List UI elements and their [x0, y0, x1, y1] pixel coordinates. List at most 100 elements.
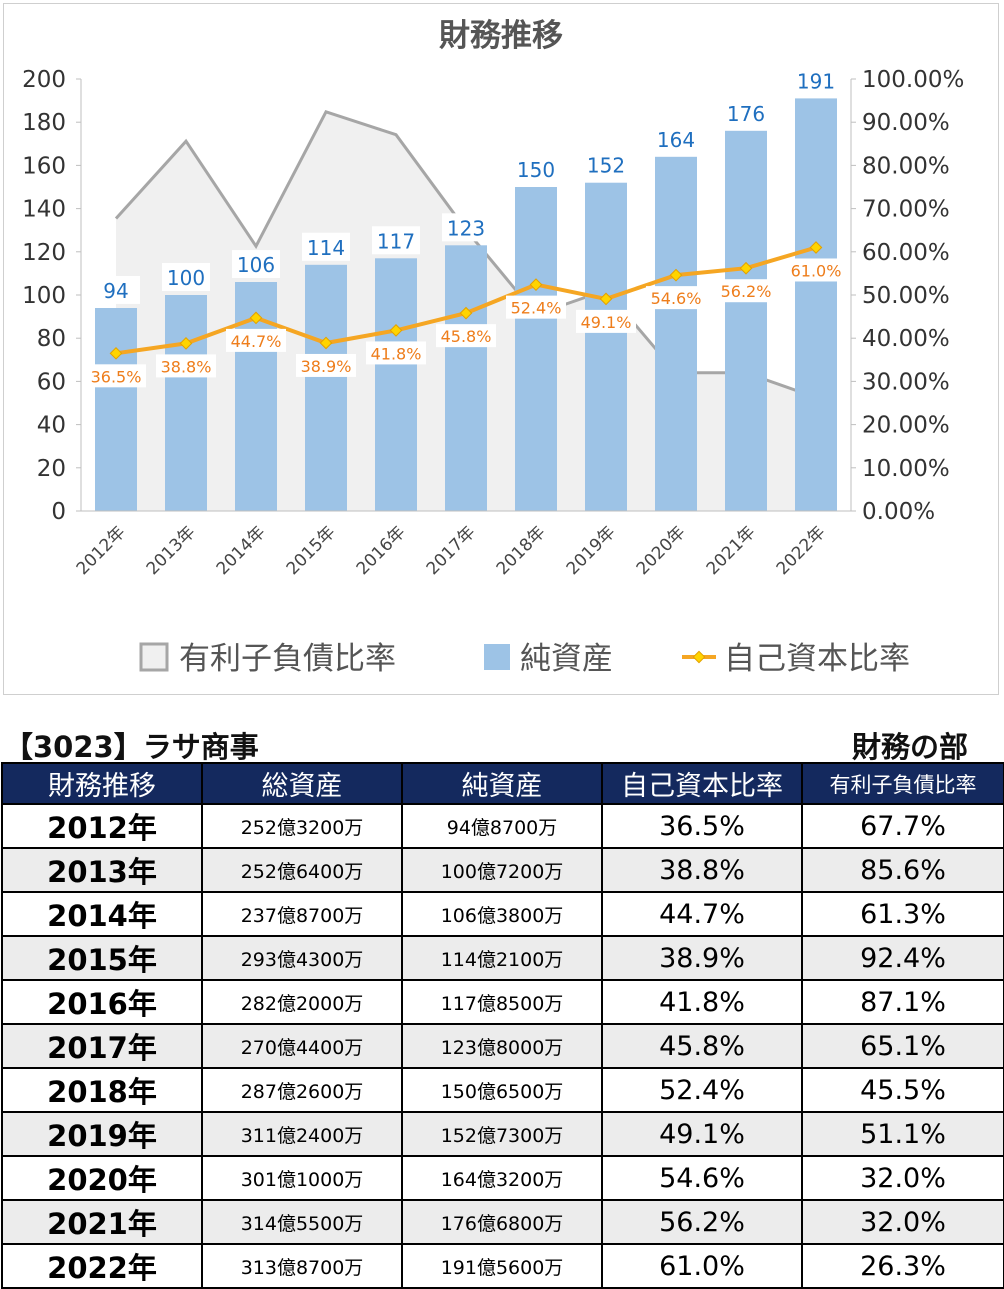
header-debt-ratio: 有利子負債比率: [801, 762, 1004, 805]
net-assets-data-label: 114: [307, 236, 345, 260]
row-total-assets: 252億3200万: [201, 803, 403, 849]
equity-ratio-point: [739, 261, 753, 275]
left-axis-tick-label: 160: [22, 153, 66, 179]
row-debt-ratio: 67.7%: [801, 803, 1004, 849]
net-assets-label-bg: [442, 213, 490, 242]
table-header-row: 財務推移 総資産 純資産 自己資本比率 有利子負債比率: [1, 762, 1004, 805]
equity-ratio-label-bg: [786, 258, 846, 282]
x-axis-tick-label: 2014年: [213, 522, 270, 579]
row-total-assets: 237億8700万: [201, 891, 403, 937]
equity-ratio-label-bg: [506, 295, 566, 319]
row-total-assets: 293億4300万: [201, 935, 403, 981]
net-assets-bar: [165, 295, 207, 511]
row-debt-ratio: 32.0%: [801, 1155, 1004, 1201]
row-year: 2018年: [1, 1067, 203, 1113]
net-assets-bar: [445, 245, 487, 512]
net-assets-bar: [655, 156, 697, 512]
x-axis-tick-label: 2020年: [633, 522, 690, 579]
x-axis-tick-label: 2019年: [563, 522, 620, 579]
row-year: 2019年: [1, 1111, 203, 1157]
row-debt-ratio: 87.1%: [801, 979, 1004, 1025]
right-axis-tick-label: 40.00%: [862, 326, 950, 352]
row-year: 2015年: [1, 935, 203, 981]
equity-ratio-point: [249, 311, 263, 325]
row-debt-ratio: 45.5%: [801, 1067, 1004, 1113]
equity-ratio-point: [809, 241, 823, 254]
equity-ratio-point: [669, 268, 683, 282]
equity-ratio-data-label: 38.8%: [161, 357, 212, 376]
row-net-assets: 114億2100万: [401, 935, 603, 981]
row-total-assets: 301億1000万: [201, 1155, 403, 1201]
left-axis-tick-label: 200: [22, 67, 66, 93]
financial-table: 財務推移 総資産 純資産 自己資本比率 有利子負債比率 2012年 252億320…: [1, 762, 1004, 1289]
equity-ratio-label-bg: [366, 341, 426, 365]
row-net-assets: 150億6500万: [401, 1067, 603, 1113]
equity-ratio-data-label: 49.1%: [581, 313, 632, 332]
row-debt-ratio: 32.0%: [801, 1199, 1004, 1245]
row-equity-ratio: 56.2%: [601, 1199, 803, 1245]
right-axis-tick-label: 90.00%: [862, 110, 950, 136]
row-equity-ratio: 38.9%: [601, 935, 803, 981]
equity-ratio-label-bg: [646, 286, 706, 310]
net-assets-data-label: 164: [657, 128, 695, 152]
table-row: 2021年 314億5500万 176億6800万 56.2% 32.0%: [1, 1199, 1004, 1245]
row-equity-ratio: 41.8%: [601, 979, 803, 1025]
equity-ratio-point: [319, 336, 333, 350]
left-axis-tick-label: 100: [22, 283, 66, 309]
legend-debt-ratio-swatch: [139, 642, 169, 672]
net-assets-bar: [375, 258, 417, 511]
row-debt-ratio: 61.3%: [801, 891, 1004, 937]
table-row: 2018年 287億2600万 150億6500万 52.4% 45.5%: [1, 1067, 1004, 1113]
equity-ratio-label-bg: [226, 328, 286, 352]
net-assets-data-label: 150: [517, 158, 555, 182]
row-year: 2021年: [1, 1199, 203, 1245]
x-axis-tick-label: 2016年: [353, 522, 410, 579]
equity-ratio-point: [389, 324, 403, 337]
row-debt-ratio: 92.4%: [801, 935, 1004, 981]
net-assets-bar: [795, 98, 837, 512]
x-axis-tick-label: 2017年: [423, 522, 480, 579]
left-axis-tick-label: 0: [51, 499, 66, 525]
equity-ratio-data-label: 54.6%: [651, 289, 702, 308]
row-debt-ratio: 51.1%: [801, 1111, 1004, 1157]
legend-equity-ratio-marker: [692, 650, 706, 664]
right-axis-tick-label: 80.00%: [862, 153, 950, 179]
left-axis-tick-label: 180: [22, 110, 66, 136]
header-period: 財務推移: [1, 762, 203, 805]
net-assets-label-bg: [792, 66, 840, 95]
left-axis-tick-label: 80: [37, 326, 66, 352]
equity-ratio-data-label: 52.4%: [511, 299, 562, 318]
row-equity-ratio: 44.7%: [601, 891, 803, 937]
right-axis-tick-label: 20.00%: [862, 413, 950, 439]
equity-ratio-point: [459, 306, 473, 320]
left-axis-tick-label: 120: [22, 240, 66, 266]
net-assets-label-bg: [302, 232, 350, 261]
legend-net-assets-swatch: [484, 644, 510, 670]
left-axis-tick-label: 40: [37, 413, 66, 439]
net-assets-bar: [585, 182, 627, 511]
equity-ratio-data-label: 38.9%: [301, 357, 352, 376]
net-assets-data-label: 152: [587, 154, 625, 178]
net-assets-label-bg: [372, 226, 420, 255]
row-year: 2016年: [1, 979, 203, 1025]
chart-frame: 財務推移 0 20 40 60 80 100 120 140 160 180 200 0.00% 10.0…: [3, 3, 999, 695]
row-total-assets: 313億8700万: [201, 1243, 403, 1289]
table-row: 2012年 252億3200万 94億8700万 36.5% 67.7%: [1, 803, 1004, 849]
row-total-assets: 314億5500万: [201, 1199, 403, 1245]
row-equity-ratio: 38.8%: [601, 847, 803, 893]
table-row: 2017年 270億4400万 123億8000万 45.8% 65.1%: [1, 1023, 1004, 1069]
right-axis-tick-label: 70.00%: [862, 197, 950, 223]
equity-ratio-label-bg: [156, 354, 216, 378]
row-equity-ratio: 52.4%: [601, 1067, 803, 1113]
net-assets-data-label: 176: [727, 102, 765, 126]
row-debt-ratio: 26.3%: [801, 1243, 1004, 1289]
equity-ratio-point: [529, 278, 543, 291]
right-axis-tick-label: 0.00%: [862, 499, 935, 525]
row-net-assets: 191億5600万: [401, 1243, 603, 1289]
row-year: 2017年: [1, 1023, 203, 1069]
net-assets-data-label: 191: [797, 69, 835, 93]
row-net-assets: 152億7300万: [401, 1111, 603, 1157]
row-year: 2022年: [1, 1243, 203, 1289]
net-assets-bar: [305, 264, 347, 511]
net-assets-bar: [515, 187, 557, 511]
